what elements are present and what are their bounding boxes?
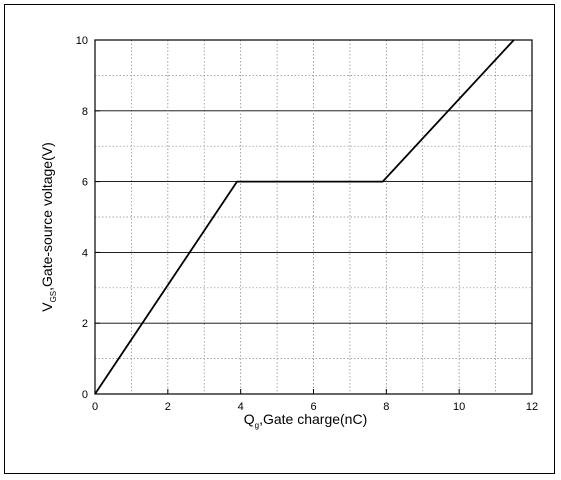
x-tick-label: 2 [165,401,171,413]
y-tick-label: 8 [82,106,88,118]
figure-frame [4,4,555,474]
y-tick-label: 4 [82,247,88,259]
x-axis-label: Qg,Gate charge(nC) [244,411,368,430]
series-line [94,39,515,395]
x-axis-label-sub: g [255,421,259,430]
plot-area-border [94,39,533,395]
y-tick-labels: 0 2 4 6 8 10 [76,35,88,401]
x-axis-label-main: Q [244,411,255,427]
y-axis-label: VGS,Gate-source voltage(V) [39,142,58,312]
x-tick-label: 0 [92,401,98,413]
y-tick-label: 10 [76,35,88,47]
x-axis-label-rest: ,Gate charge(nC) [259,411,367,427]
x-tick-label: 8 [383,401,389,413]
x-tick-label: 6 [310,401,316,413]
x-tick-label: 10 [453,401,465,413]
x-tick-label: 12 [526,401,538,413]
y-axis-label-main: V [39,302,55,312]
y-tick-label: 0 [82,389,88,401]
x-tick-label: 4 [238,401,244,413]
y-axis-label-rest: ,Gate-source voltage(V) [39,142,55,291]
series-layer [94,39,515,395]
major-grid [95,40,532,394]
y-tick-label: 2 [82,318,88,330]
y-axis-label-sub: GS [49,291,58,303]
x-tick-labels: 0 2 4 6 8 10 12 [92,401,538,413]
y-tick-label: 6 [82,177,88,189]
